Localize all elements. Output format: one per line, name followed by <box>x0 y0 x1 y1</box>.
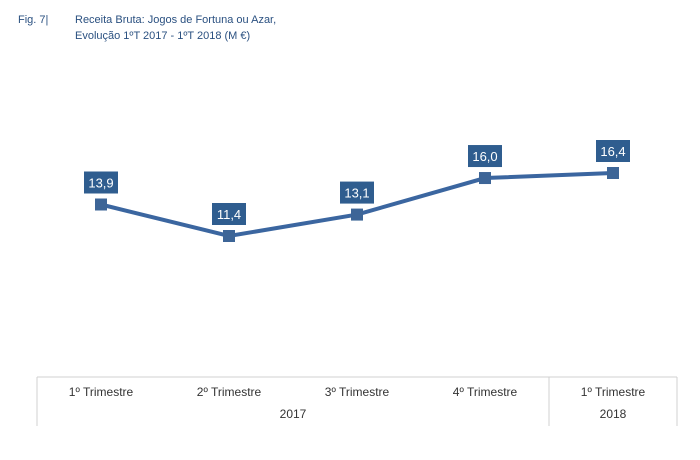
data-label: 16,0 <box>468 145 502 168</box>
data-label-text: 16,4 <box>600 144 625 159</box>
chart-title-line: Receita Bruta: Jogos de Fortuna ou Azar, <box>75 14 277 26</box>
data-label-bg <box>212 203 246 225</box>
x-tick-label: 2º Trimestre <box>197 385 262 399</box>
data-label-bg <box>596 140 630 162</box>
data-label-text: 13,1 <box>344 186 369 201</box>
data-point <box>223 230 235 242</box>
data-label-text: 11,4 <box>217 207 241 222</box>
group-label: 2018 <box>600 407 627 421</box>
data-point <box>479 172 491 185</box>
data-point <box>607 167 619 179</box>
figure-label: Fig. 7| <box>18 14 49 26</box>
chart-title: Receita Bruta: Jogos de Fortuna ou Azar,… <box>75 12 276 44</box>
x-tick-label: 4º Trimestre <box>453 385 518 399</box>
data-point <box>351 208 363 221</box>
data-label-bg <box>468 145 502 168</box>
data-label: 13,9 <box>84 171 118 194</box>
data-label-text: 16,0 <box>472 149 497 164</box>
chart-subtitle: Evolução 1ºT 2017 - 1ºT 2018 (M €) <box>75 30 251 42</box>
data-label-bg <box>84 171 118 194</box>
data-label: 16,4 <box>596 140 630 162</box>
data-label: 13,1 <box>340 181 374 204</box>
data-label-bg <box>340 181 374 204</box>
group-label: 2017 <box>280 407 307 421</box>
x-tick-label: 3º Trimestre <box>325 385 390 399</box>
data-label: 11,4 <box>212 203 246 225</box>
x-tick-label: 1º Trimestre <box>69 385 134 399</box>
data-label-text: 13,9 <box>88 176 113 191</box>
x-tick-label: 1º Trimestre <box>581 385 646 399</box>
data-point <box>95 198 107 211</box>
